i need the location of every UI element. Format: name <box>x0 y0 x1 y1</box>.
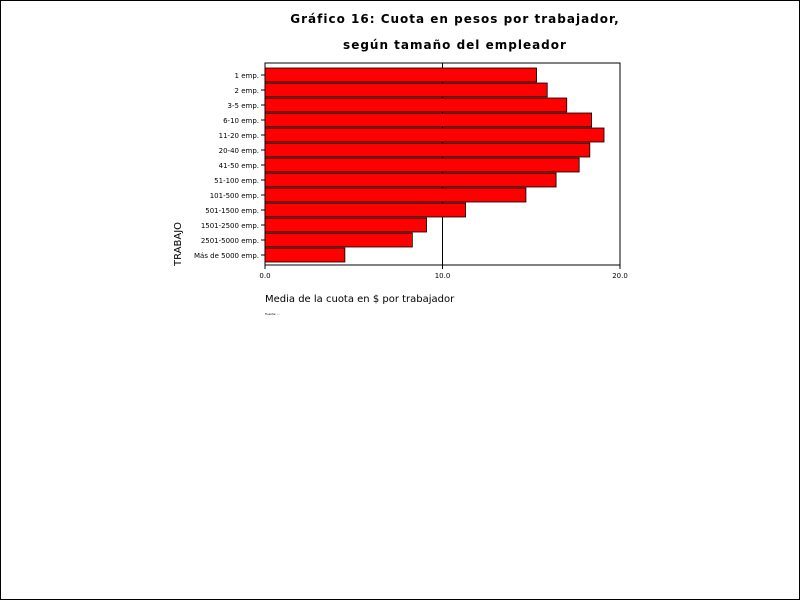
footnote: Fuente: ... <box>265 312 281 316</box>
plot-area: 1 emp. 2 emp. 3-5 emp. 6-10 emp. 11-20 emp. 2… <box>173 62 628 305</box>
x-tick-label: 20.0 <box>612 272 628 280</box>
x-tick-label: 10.0 <box>435 272 451 280</box>
y-tick-label: 101-500 emp. <box>210 192 259 200</box>
bar <box>264 202 466 218</box>
bar <box>264 127 605 143</box>
y-tick-label: 20-40 emp. <box>219 147 259 155</box>
y-tick-label: 501-1500 emp. <box>205 207 259 215</box>
y-tick-label: 41-50 emp. <box>219 162 259 170</box>
y-tick-label: 11-20 emp. <box>219 132 259 140</box>
bar <box>264 82 548 98</box>
y-tick-label: 51-100 emp. <box>214 177 259 185</box>
bar <box>264 172 557 188</box>
y-tick-label: Más de 5000 emp. <box>194 252 259 260</box>
bar <box>264 187 527 203</box>
bar <box>264 97 568 113</box>
x-axis-label: Media de la cuota en $ por trabajador <box>265 294 455 305</box>
y-tick-label: 3-5 emp. <box>228 102 259 110</box>
chart-title-line-1: Gráfico 16: Cuota en pesos por trabajado… <box>290 12 620 26</box>
bar <box>264 112 593 128</box>
x-tick-label: 0.0 <box>259 272 270 280</box>
bar <box>264 142 591 158</box>
y-tick-label: 2501-5000 emp. <box>201 237 259 245</box>
y-tick-label: 1 emp. <box>235 72 259 80</box>
bar <box>264 217 427 233</box>
chart-title-line-2: según tamaño del empleador <box>343 38 567 52</box>
bar <box>264 157 580 173</box>
y-tick-label: 6-10 emp. <box>223 117 259 125</box>
bar <box>264 247 346 263</box>
y-tick-label: 2 emp. <box>235 87 259 95</box>
bar <box>264 232 413 248</box>
y-tick-label: 1501-2500 emp. <box>201 222 259 230</box>
y-axis-label: TRABAJO <box>173 222 184 267</box>
bar <box>264 67 537 83</box>
